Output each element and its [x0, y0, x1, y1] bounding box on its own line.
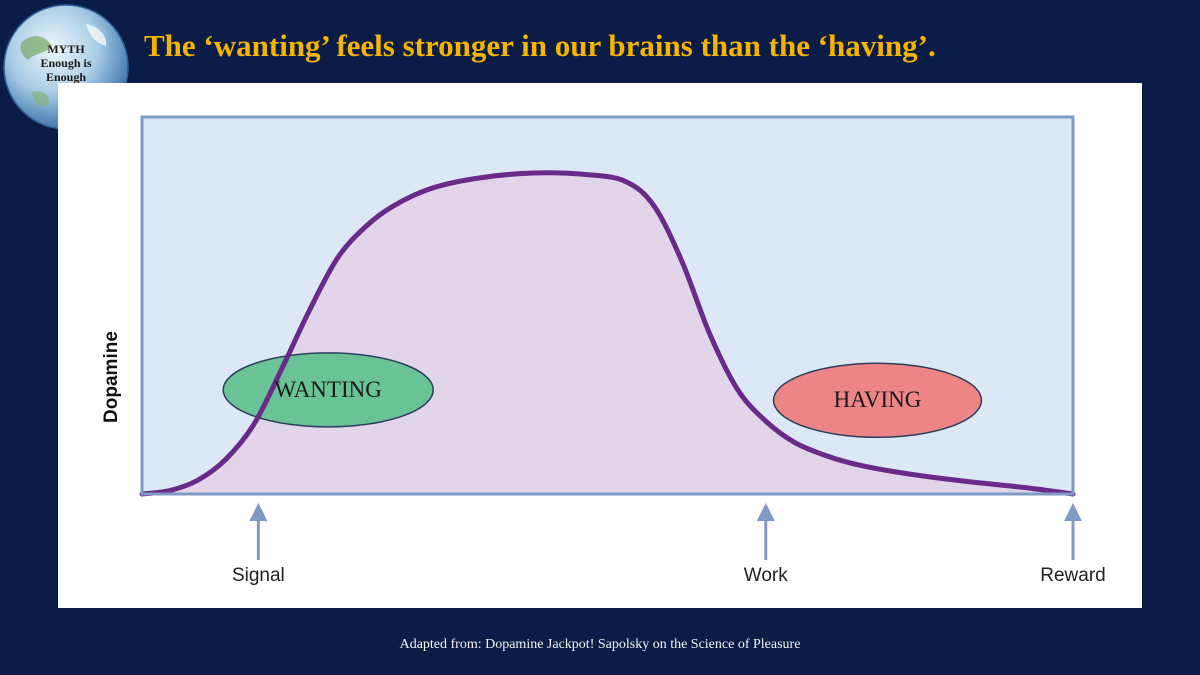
marker-label-work: Work — [743, 565, 788, 586]
signal-arrow-head — [249, 503, 268, 521]
marker-label-reward: Reward — [1040, 565, 1106, 586]
source-credit: Adapted from: Dopamine Jackpot! Sapolsky… — [399, 637, 801, 652]
wanting-label: WANTING — [274, 376, 382, 402]
logo-line-3: Enough — [45, 70, 87, 84]
slide-title: The ‘wanting’ feels stronger in our brai… — [144, 28, 936, 63]
having-ellipse — [772, 362, 983, 439]
plot-frame — [140, 115, 1075, 496]
dopamine-curve — [139, 170, 1076, 497]
reward-arrow-head — [1064, 503, 1082, 521]
logo: MYTH Enough is Enough — [2, 2, 130, 132]
having-label: HAVING — [833, 387, 922, 413]
y-axis-label: Dopamine — [101, 331, 122, 423]
chart-panel: Dopamine Signal Work Reward WANTING HAVI… — [58, 83, 1142, 608]
dopamine-chart — [139, 115, 1082, 560]
work-arrow-head — [756, 503, 775, 521]
wanting-ellipse — [222, 352, 434, 428]
logo-line-2: Enough is — [40, 56, 92, 70]
logo-text: MYTH Enough is Enough — [2, 42, 130, 84]
marker-label-signal: Signal — [231, 565, 285, 586]
logo-line-1: MYTH — [47, 42, 85, 56]
